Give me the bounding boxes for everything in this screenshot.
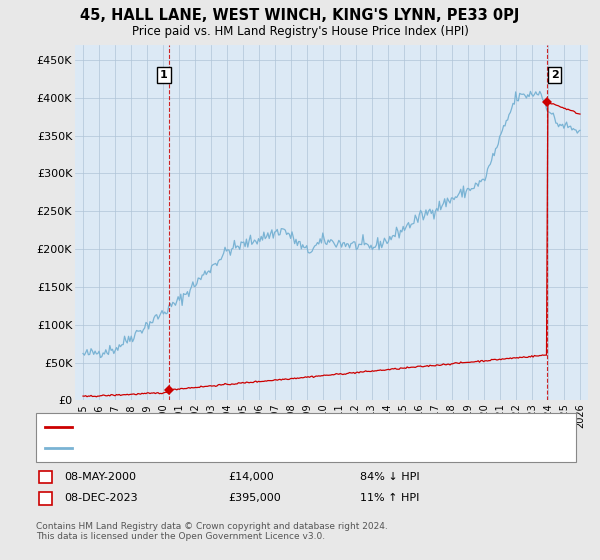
Text: 84% ↓ HPI: 84% ↓ HPI <box>360 472 419 482</box>
Text: Contains HM Land Registry data © Crown copyright and database right 2024.
This d: Contains HM Land Registry data © Crown c… <box>36 522 388 542</box>
Text: 08-MAY-2000: 08-MAY-2000 <box>64 472 136 482</box>
Text: 1: 1 <box>160 70 168 80</box>
Text: 08-DEC-2023: 08-DEC-2023 <box>64 493 138 503</box>
Text: 2: 2 <box>551 70 559 80</box>
Text: 45, HALL LANE, WEST WINCH, KING'S LYNN, PE33 0PJ: 45, HALL LANE, WEST WINCH, KING'S LYNN, … <box>80 8 520 24</box>
Text: £395,000: £395,000 <box>228 493 281 503</box>
Text: HPI: Average price, detached house, King's Lynn and West Norfolk: HPI: Average price, detached house, King… <box>77 443 421 453</box>
Text: 1: 1 <box>42 472 49 482</box>
Text: £14,000: £14,000 <box>228 472 274 482</box>
Text: 2: 2 <box>42 493 49 503</box>
Text: Price paid vs. HM Land Registry's House Price Index (HPI): Price paid vs. HM Land Registry's House … <box>131 25 469 38</box>
Text: 11% ↑ HPI: 11% ↑ HPI <box>360 493 419 503</box>
Text: 45, HALL LANE, WEST WINCH, KING'S LYNN, PE33 0PJ (detached house): 45, HALL LANE, WEST WINCH, KING'S LYNN, … <box>77 422 447 432</box>
